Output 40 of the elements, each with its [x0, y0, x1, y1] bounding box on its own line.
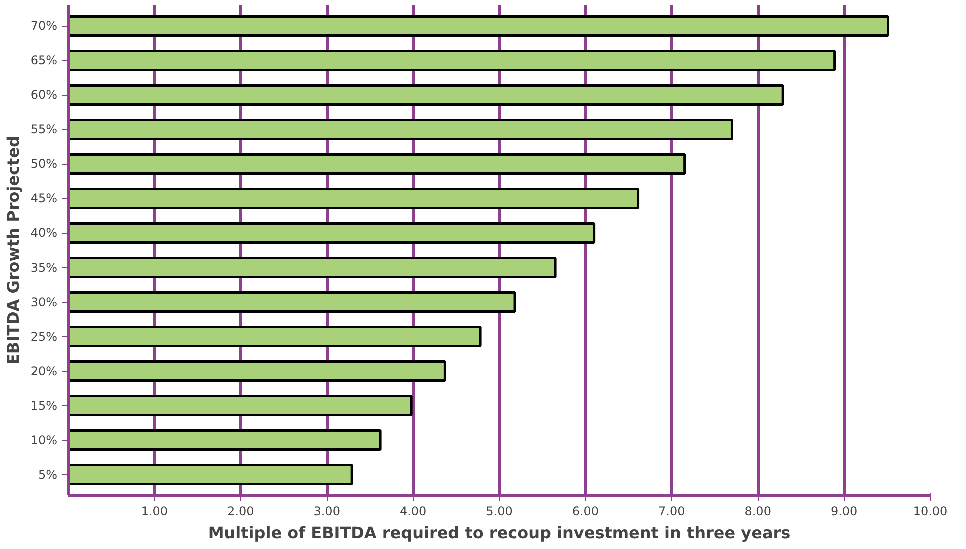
bar [68, 118, 734, 140]
bar [68, 395, 413, 417]
x-tick-label: 8.00 [744, 504, 772, 518]
x-tick-label: 5.00 [486, 504, 513, 518]
x-tick-label: 9.00 [830, 504, 858, 518]
y-tick-label: 55% [30, 122, 58, 137]
bar [68, 153, 686, 175]
x-tick-label: 6.00 [572, 504, 600, 518]
bar [68, 188, 640, 210]
x-tick-label: 3.00 [314, 504, 340, 518]
y-tick-label: 20% [30, 364, 58, 378]
x-tick-label: 10.00 [913, 504, 948, 518]
bar [68, 84, 784, 106]
y-tick-label: 40% [30, 226, 58, 240]
y-tick-label: 50% [30, 157, 58, 172]
y-tick-label: 35% [30, 260, 58, 275]
bar [68, 360, 446, 382]
bar [68, 326, 482, 348]
y-tick-label: 30% [30, 295, 58, 310]
x-tick-label: 1.00 [141, 504, 168, 518]
y-tick-label: 60% [30, 88, 58, 102]
bar [68, 50, 836, 72]
y-tick-label: 5% [38, 468, 58, 482]
y-tick-label: 25% [30, 330, 58, 344]
x-axis-title: Multiple of EBITDA required to recoup investment in three years [208, 524, 791, 542]
x-tick-label: 7.00 [658, 504, 686, 518]
bar [68, 464, 354, 486]
bar [68, 292, 516, 313]
bar [68, 15, 890, 37]
y-tick-label: 45% [30, 192, 58, 206]
bar [68, 430, 382, 452]
y-tick-label: 10% [30, 433, 58, 448]
y-tick-label: 65% [30, 54, 58, 68]
y-tick-label: 70% [30, 19, 58, 34]
y-tick-label: 15% [30, 398, 58, 413]
y-axis-title: EBITDA Growth Projected [4, 136, 23, 366]
bar [68, 257, 557, 278]
x-tick-label: 2.00 [228, 504, 254, 518]
bar [68, 222, 596, 244]
x-tick-label: 4.00 [400, 504, 427, 518]
